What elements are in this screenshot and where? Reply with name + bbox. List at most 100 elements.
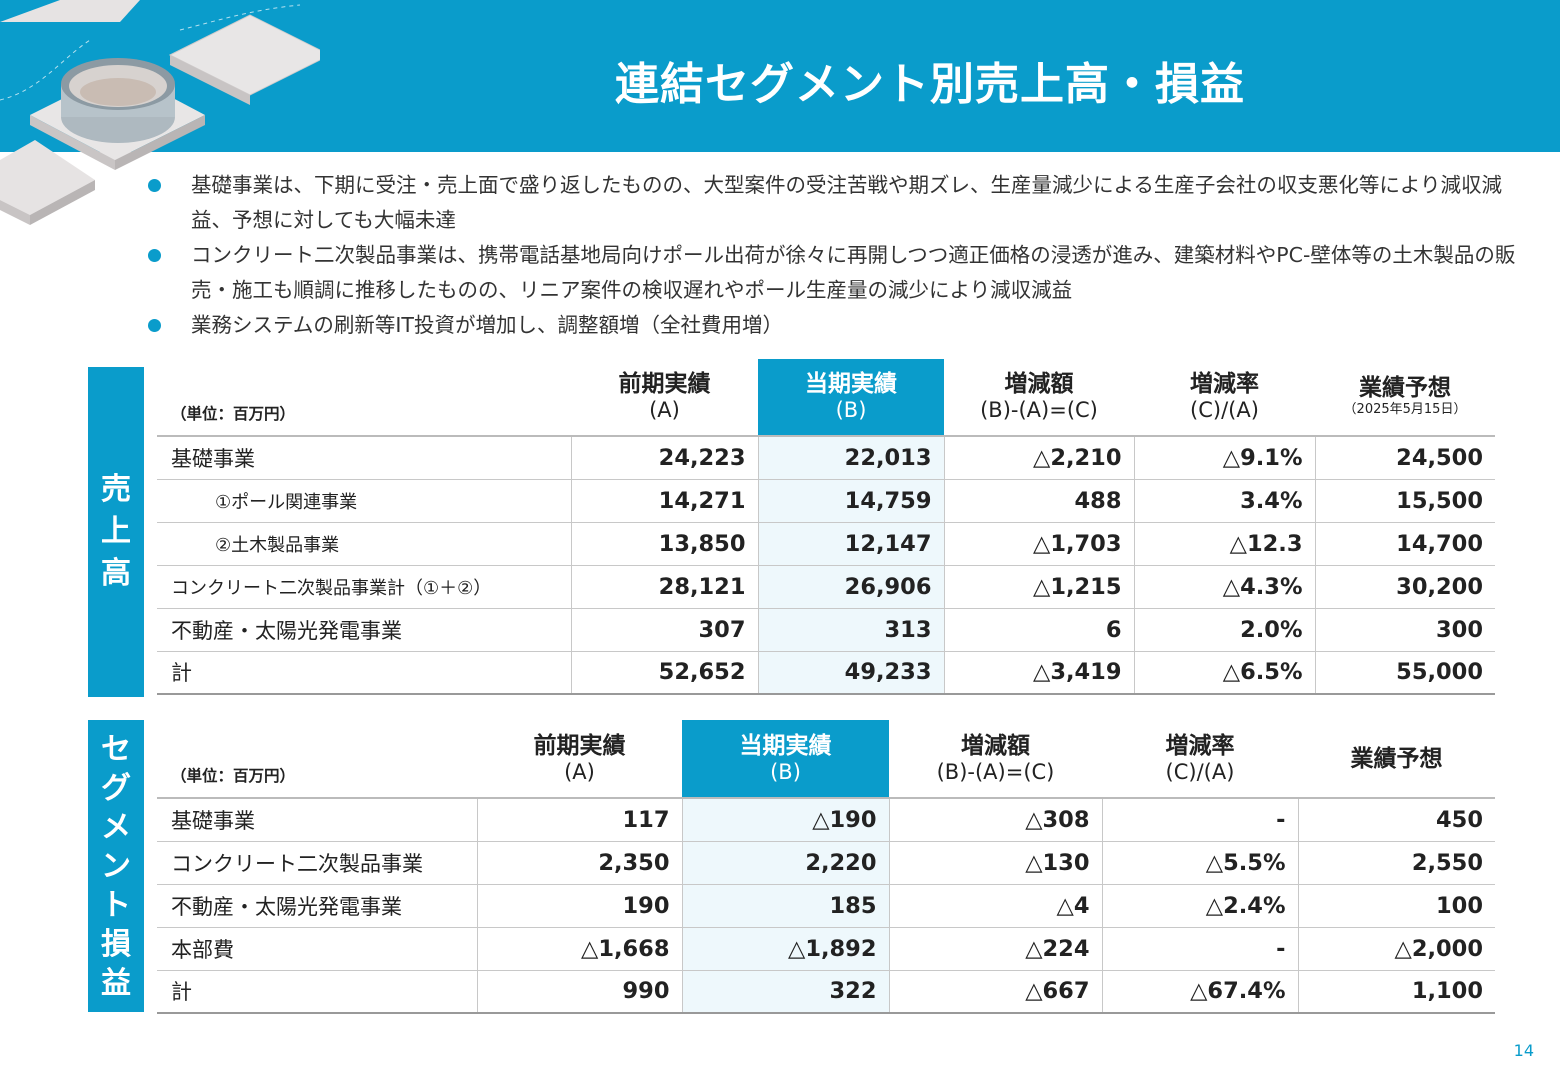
bullet-item: 業務システムの刷新等IT投資が増加し、調整額増（全社費用増） [146, 308, 1526, 343]
side-char: 損 [101, 926, 131, 962]
side-char: メ [101, 809, 131, 845]
side-char: 売 [101, 472, 131, 507]
cell-diff: △3,419 [943, 650, 1135, 695]
cell-forecast: 24,500 [1314, 435, 1495, 480]
side-char: グ [101, 770, 131, 806]
cell-rate: △67.4% [1101, 969, 1299, 1014]
cell-forecast: 14,700 [1314, 521, 1495, 566]
unit-label: （単位：百万円） [171, 405, 296, 423]
side-char: セ [101, 731, 131, 767]
row-label: 基礎事業 [157, 797, 478, 842]
cell-forecast: 15,500 [1314, 478, 1495, 523]
bullet-text: 業務システムの刷新等IT投資が増加し、調整額増（全社費用増） [191, 313, 783, 337]
cell-current: △1,892 [681, 926, 890, 971]
cell-current: 14,759 [757, 478, 945, 523]
header-prev: 前期実績 (A) [533, 732, 626, 784]
cell-rate: - [1101, 926, 1299, 971]
table-row: 本部費 △1,668 △1,892 △224 - △2,000 [157, 926, 1495, 971]
cell-forecast: 1,100 [1297, 969, 1495, 1014]
row-label: コンクリート二次製品事業 [157, 840, 478, 885]
cell-forecast: 100 [1297, 883, 1495, 928]
cell-current: 12,147 [757, 521, 945, 566]
side-char: 益 [101, 965, 131, 1001]
cell-diff: △130 [888, 840, 1103, 885]
cell-prev: 990 [476, 969, 683, 1014]
table-row: ②土木製品事業 13,850 12,147 △1,703 △12.3 14,70… [157, 521, 1495, 566]
row-label: 計 [157, 650, 572, 695]
bullet-item: コンクリート二次製品事業は、携帯電話基地局向けポール出荷が徐々に再開しつつ適正価… [146, 238, 1526, 308]
sales-table: （単位：百万円） 前期実績 (A) 当期実績 (B) 増減額 (B)-(A)=(C) … [157, 359, 1495, 695]
cell-prev: 190 [476, 883, 683, 928]
table-row: ①ポール関連事業 14,271 14,759 488 3.4% 15,500 [157, 478, 1495, 523]
summary-bullets: 基礎事業は、下期に受注・売上面で盛り返したものの、大型案件の受注苦戦や期ズレ、生… [146, 168, 1526, 343]
bullet-text: 基礎事業は、下期に受注・売上面で盛り返したものの、大型案件の受注苦戦や期ズレ、生… [191, 173, 1502, 232]
cell-prev: △1,668 [476, 926, 683, 971]
header-rate: 増減率 (C)/(A) [1190, 371, 1259, 422]
page-title: 連結セグメント別売上高・損益 [615, 59, 1245, 110]
side-char: 高 [101, 556, 131, 591]
cell-rate: - [1101, 797, 1299, 842]
cell-forecast: 300 [1314, 607, 1495, 652]
row-label: 基礎事業 [157, 435, 572, 480]
table-row: 不動産・太陽光発電事業 190 185 △4 △2.4% 100 [157, 883, 1495, 928]
cell-rate: △4.3% [1133, 564, 1316, 609]
header-current: 当期実績 (B) [758, 359, 944, 436]
row-label: コンクリート二次製品事業計（①＋②） [157, 564, 572, 609]
header-rate: 増減率 (C)/(A) [1165, 732, 1235, 784]
table-row: 不動産・太陽光発電事業 307 313 6 2.0% 300 [157, 607, 1495, 652]
cell-diff: △2,210 [943, 435, 1135, 480]
cell-rate: 3.4% [1133, 478, 1316, 523]
cell-forecast: 450 [1297, 797, 1495, 842]
row-label: 不動産・太陽光発電事業 [157, 607, 572, 652]
table-row: 計 990 322 △667 △67.4% 1,100 [157, 969, 1495, 1014]
cell-diff: △1,703 [943, 521, 1135, 566]
cell-current: 49,233 [757, 650, 945, 695]
cell-rate: △12.3 [1133, 521, 1316, 566]
cell-prev: 14,271 [570, 478, 759, 523]
side-char: ト [101, 887, 131, 923]
cell-diff: △667 [888, 969, 1103, 1014]
row-label: 計 [157, 969, 478, 1014]
cell-prev: 52,652 [570, 650, 759, 695]
cell-prev: 117 [476, 797, 683, 842]
cell-prev: 13,850 [570, 521, 759, 566]
unit-label: （単位：百万円） [171, 767, 296, 785]
cell-forecast: 30,200 [1314, 564, 1495, 609]
row-label: 不動産・太陽光発電事業 [157, 883, 478, 928]
cell-prev: 28,121 [570, 564, 759, 609]
cell-current: 2,220 [681, 840, 890, 885]
header-diff: 増減額 (B)-(A)=(C) [936, 732, 1055, 784]
cell-current: 313 [757, 607, 945, 652]
cell-diff: 488 [943, 478, 1135, 523]
cell-diff: △224 [888, 926, 1103, 971]
cell-diff: △308 [888, 797, 1103, 842]
header-forecast: 業績予想 [1350, 745, 1443, 772]
table-row: コンクリート二次製品事業 2,350 2,220 △130 △5.5% 2,55… [157, 840, 1495, 885]
cell-current: 185 [681, 883, 890, 928]
cell-prev: 2,350 [476, 840, 683, 885]
cell-rate: △2.4% [1101, 883, 1299, 928]
cell-rate: △9.1% [1133, 435, 1316, 480]
bullet-text: コンクリート二次製品事業は、携帯電話基地局向けポール出荷が徐々に再開しつつ適正価… [191, 243, 1516, 302]
cell-diff: △4 [888, 883, 1103, 928]
table-row: 計 52,652 49,233 △3,419 △6.5% 55,000 [157, 650, 1495, 695]
cell-forecast: 55,000 [1314, 650, 1495, 695]
header-forecast: 業績予想 （2025年5月15日） [1343, 375, 1467, 417]
segment-profit-table: （単位：百万円） 前期実績 (A) 当期実績 (B) 増減額 (B)-(A)=(C) … [157, 720, 1495, 1014]
row-label: ①ポール関連事業 [157, 478, 572, 523]
table-row: 基礎事業 24,223 22,013 △2,210 △9.1% 24,500 [157, 435, 1495, 480]
bullet-item: 基礎事業は、下期に受注・売上面で盛り返したものの、大型案件の受注苦戦や期ズレ、生… [146, 168, 1526, 238]
cell-rate: △6.5% [1133, 650, 1316, 695]
row-label: ②土木製品事業 [157, 521, 572, 566]
isometric-building-illustration [0, 0, 320, 225]
header-current: 当期実績 (B) [682, 720, 889, 798]
header-prev: 前期実績 (A) [618, 371, 711, 422]
bullet-dot-icon [148, 179, 161, 192]
bullet-dot-icon [148, 319, 161, 332]
cell-current: 22,013 [757, 435, 945, 480]
sales-section-label: 売 上 高 [88, 367, 144, 697]
title-banner: 連結セグメント別売上高・損益 [0, 0, 1560, 225]
cell-forecast: △2,000 [1297, 926, 1495, 971]
cell-prev: 24,223 [570, 435, 759, 480]
cell-current: △190 [681, 797, 890, 842]
